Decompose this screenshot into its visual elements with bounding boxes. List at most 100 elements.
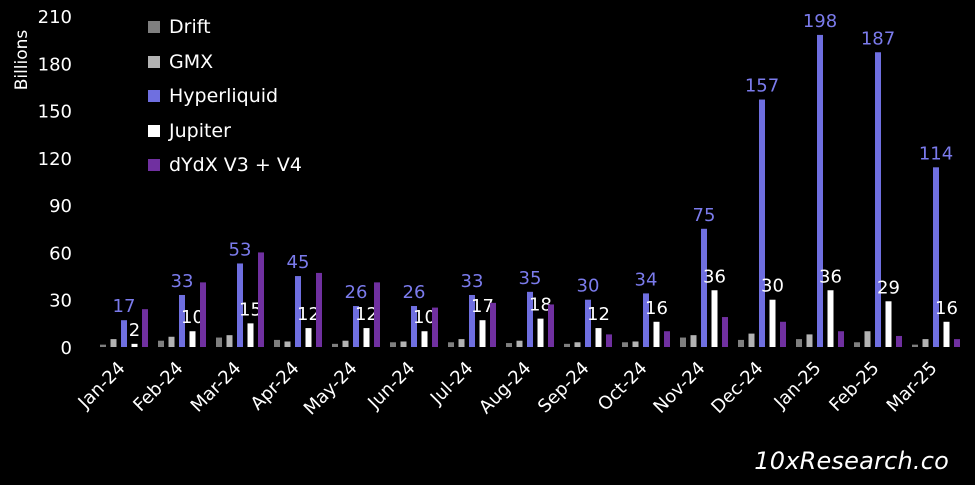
legend-item: Drift <box>148 10 302 45</box>
bar-dydx-v3-v4 <box>316 272 322 347</box>
bar-hyperliquid <box>121 320 127 347</box>
data-label-hyperliquid: 114 <box>919 143 953 164</box>
x-tick-label: Feb-24 <box>129 358 187 416</box>
bar-gmx <box>748 333 755 347</box>
x-tick-label: Jun-24 <box>363 358 419 414</box>
x-tick-label: Jan-25 <box>770 358 826 414</box>
bar-hyperliquid <box>933 167 939 347</box>
y-tick-label: 90 <box>49 196 72 217</box>
bar-drift <box>390 342 396 347</box>
bar-drift <box>622 342 628 347</box>
legend-item: Hyperliquid <box>148 79 302 114</box>
data-label-hyperliquid: 33 <box>171 271 194 292</box>
y-tick-label: 210 <box>38 7 72 28</box>
legend-item: dYdX V3 + V4 <box>148 148 302 183</box>
y-tick-label: 120 <box>38 149 72 170</box>
legend-swatch <box>148 124 160 137</box>
bar-dydx-v3-v4 <box>200 282 206 347</box>
x-tick-label: Dec-24 <box>707 358 767 418</box>
bar-hyperliquid <box>353 306 359 347</box>
bar-jupiter <box>479 320 486 347</box>
bar-gmx <box>516 340 523 347</box>
bar-drift <box>854 342 860 347</box>
bar-jupiter <box>885 301 892 347</box>
data-label-jupiter: 2 <box>129 320 140 341</box>
data-label-jupiter: 15 <box>239 299 262 320</box>
data-label-jupiter: 29 <box>877 277 900 298</box>
bar-gmx <box>922 339 929 347</box>
x-tick-label: Mar-25 <box>883 358 942 417</box>
bar-jupiter <box>131 343 138 347</box>
bar-dydx-v3-v4 <box>780 321 786 347</box>
bar-gmx <box>168 336 175 347</box>
bar-dydx-v3-v4 <box>664 331 670 347</box>
data-label-hyperliquid: 17 <box>113 296 136 317</box>
legend-label: Hyperliquid <box>169 85 279 108</box>
bar-jupiter <box>653 321 660 347</box>
bar-hyperliquid <box>527 291 533 347</box>
bar-hyperliquid <box>295 276 301 347</box>
legend-label: GMX <box>169 50 214 73</box>
x-tick-label: Feb-25 <box>825 358 883 416</box>
data-label-jupiter: 30 <box>761 276 784 297</box>
bar-jupiter <box>305 328 312 347</box>
bar-dydx-v3-v4 <box>606 334 612 347</box>
bar-gmx <box>806 334 813 347</box>
bar-dydx-v3-v4 <box>490 302 496 347</box>
bar-jupiter <box>711 290 718 347</box>
bar-jupiter <box>421 331 428 347</box>
data-label-jupiter: 12 <box>297 304 320 325</box>
bar-gmx <box>110 339 117 347</box>
bar-dydx-v3-v4 <box>838 331 844 347</box>
legend-label: Jupiter <box>169 119 231 142</box>
bar-drift <box>274 339 280 347</box>
bar-jupiter <box>827 290 834 347</box>
x-tick-label: Nov-24 <box>649 358 709 418</box>
x-tick-label: Apr-24 <box>247 358 304 415</box>
x-tick-label: Aug-24 <box>475 358 535 418</box>
data-label-jupiter: 10 <box>413 307 436 328</box>
legend-label: dYdX V3 + V4 <box>169 154 302 177</box>
x-tick-label: Jan-24 <box>74 358 130 414</box>
bar-jupiter <box>247 323 254 347</box>
bar-drift <box>506 343 512 347</box>
bar-jupiter <box>595 328 602 347</box>
bar-hyperliquid <box>411 306 417 347</box>
bar-hyperliquid <box>469 294 475 347</box>
y-tick-label: 60 <box>49 243 72 264</box>
bar-hyperliquid <box>237 263 243 347</box>
y-tick-label: 180 <box>38 54 72 75</box>
bar-hyperliquid <box>759 99 765 348</box>
bar-gmx <box>458 339 465 347</box>
bar-drift <box>216 337 222 347</box>
bar-hyperliquid <box>643 293 649 347</box>
bar-drift <box>448 342 454 347</box>
data-label-jupiter: 36 <box>703 266 726 287</box>
data-label-jupiter: 12 <box>587 304 610 325</box>
bar-drift <box>680 337 686 347</box>
bar-dydx-v3-v4 <box>722 317 728 347</box>
data-label-jupiter: 17 <box>471 296 494 317</box>
bar-drift <box>100 344 106 347</box>
bar-gmx <box>226 335 233 347</box>
bar-dydx-v3-v4 <box>548 304 554 347</box>
bar-gmx <box>574 342 581 347</box>
bar-dydx-v3-v4 <box>954 339 960 347</box>
bar-gmx <box>400 341 407 347</box>
bar-hyperliquid <box>875 52 881 347</box>
data-label-hyperliquid: 157 <box>745 76 779 97</box>
bar-jupiter <box>189 331 196 347</box>
data-label-hyperliquid: 53 <box>229 239 252 260</box>
data-label-hyperliquid: 198 <box>803 11 837 32</box>
bar-dydx-v3-v4 <box>432 307 438 347</box>
data-label-hyperliquid: 34 <box>635 269 658 290</box>
data-label-hyperliquid: 75 <box>693 205 716 226</box>
bar-gmx <box>342 340 349 347</box>
bar-hyperliquid <box>179 294 185 347</box>
y-tick-label: 0 <box>61 338 72 359</box>
x-tick-label: Jul-24 <box>426 358 478 410</box>
bar-hyperliquid <box>585 299 591 347</box>
data-label-hyperliquid: 30 <box>577 276 600 297</box>
bar-drift <box>564 343 570 347</box>
